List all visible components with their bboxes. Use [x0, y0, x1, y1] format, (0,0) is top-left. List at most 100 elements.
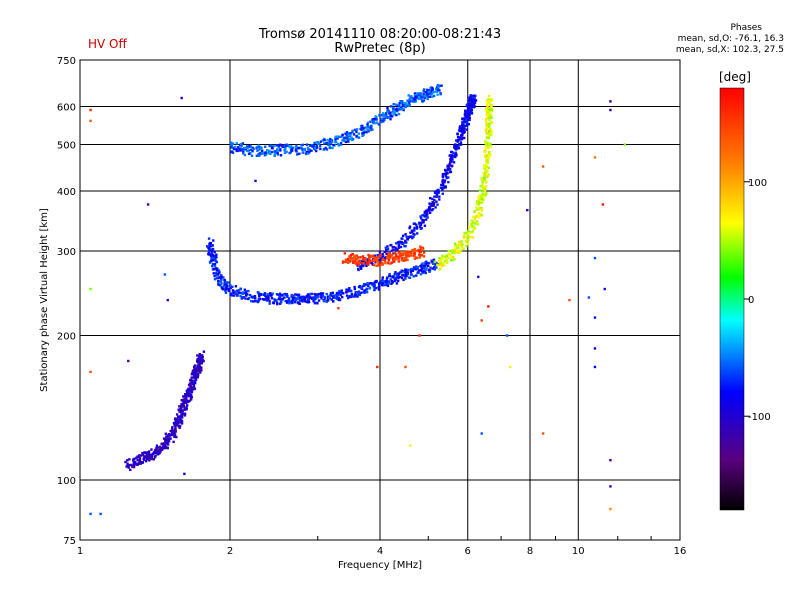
data-point — [350, 293, 354, 296]
data-point — [329, 142, 333, 145]
data-point — [392, 249, 396, 252]
data-point — [215, 269, 219, 272]
data-point — [245, 146, 248, 150]
data-point — [166, 446, 169, 450]
data-point — [468, 100, 472, 104]
data-point — [284, 147, 287, 150]
data-point — [441, 263, 444, 266]
data-point — [471, 99, 475, 102]
data-point — [458, 240, 461, 244]
data-point — [410, 229, 414, 232]
data-point — [394, 272, 397, 276]
data-point — [352, 260, 355, 263]
data-point — [445, 254, 448, 258]
data-point — [227, 289, 231, 293]
data-point — [385, 112, 388, 115]
data-point — [355, 128, 359, 131]
data-point — [373, 287, 376, 291]
data-point — [426, 97, 429, 101]
data-point — [360, 291, 363, 294]
data-point — [339, 290, 342, 294]
data-point — [409, 270, 413, 274]
data-point — [89, 108, 92, 112]
data-point — [489, 142, 492, 146]
data-point — [245, 290, 248, 293]
data-point — [477, 216, 480, 219]
data-point — [397, 260, 401, 263]
data-point — [485, 120, 488, 123]
data-point — [419, 92, 422, 95]
data-point — [390, 115, 394, 118]
data-point — [187, 394, 191, 398]
data-point — [383, 250, 386, 254]
data-point — [199, 367, 203, 371]
data-point — [281, 298, 284, 301]
data-point — [258, 148, 261, 151]
grid — [80, 60, 680, 540]
data-point — [392, 112, 395, 115]
data-point — [449, 155, 453, 158]
data-point — [124, 460, 127, 464]
data-point — [305, 294, 309, 298]
data-point — [181, 399, 184, 402]
data-point — [283, 148, 286, 152]
data-point — [454, 155, 457, 159]
data-point — [474, 99, 478, 102]
data-point — [381, 278, 384, 282]
data-point — [397, 255, 400, 259]
data-point — [468, 116, 472, 120]
data-point — [367, 125, 370, 128]
data-point — [352, 295, 355, 298]
data-point — [245, 149, 249, 153]
data-point — [391, 280, 394, 284]
data-point — [188, 399, 191, 403]
data-point — [444, 255, 447, 259]
data-point — [388, 112, 391, 115]
data-point — [183, 414, 187, 417]
data-point — [191, 371, 194, 374]
data-point — [485, 162, 488, 165]
data-point — [216, 272, 220, 275]
data-point — [378, 250, 382, 253]
data-point — [263, 145, 267, 148]
data-point — [126, 462, 129, 465]
data-point — [359, 265, 362, 268]
data-point — [357, 267, 360, 271]
data-point — [466, 235, 470, 238]
data-point — [387, 251, 390, 254]
data-point — [488, 108, 491, 111]
data-point — [196, 359, 199, 362]
data-point — [178, 421, 182, 424]
data-point — [443, 264, 446, 267]
data-point — [344, 136, 347, 140]
data-point — [315, 149, 318, 153]
data-point — [176, 415, 180, 419]
data-point — [404, 239, 407, 243]
data-point — [362, 283, 366, 286]
data-point — [368, 287, 372, 290]
data-point — [158, 445, 162, 449]
data-point — [213, 274, 216, 278]
data-point — [376, 365, 379, 369]
data-point — [138, 460, 141, 464]
data-point — [487, 173, 490, 176]
data-point — [407, 94, 410, 97]
data-point — [398, 242, 401, 245]
data-point — [365, 131, 368, 134]
data-point — [360, 286, 363, 289]
data-point — [172, 440, 175, 444]
data-point — [408, 250, 411, 253]
data-point — [454, 148, 458, 151]
data-point — [460, 245, 463, 248]
data-point — [406, 99, 409, 102]
data-point — [366, 263, 370, 266]
data-point — [305, 143, 309, 146]
data-point — [477, 214, 481, 218]
data-point — [433, 266, 436, 269]
data-point — [338, 135, 341, 138]
data-point — [431, 204, 434, 207]
data-point — [526, 208, 529, 212]
data-point — [470, 112, 474, 115]
data-point — [405, 255, 408, 259]
data-point — [251, 296, 254, 299]
